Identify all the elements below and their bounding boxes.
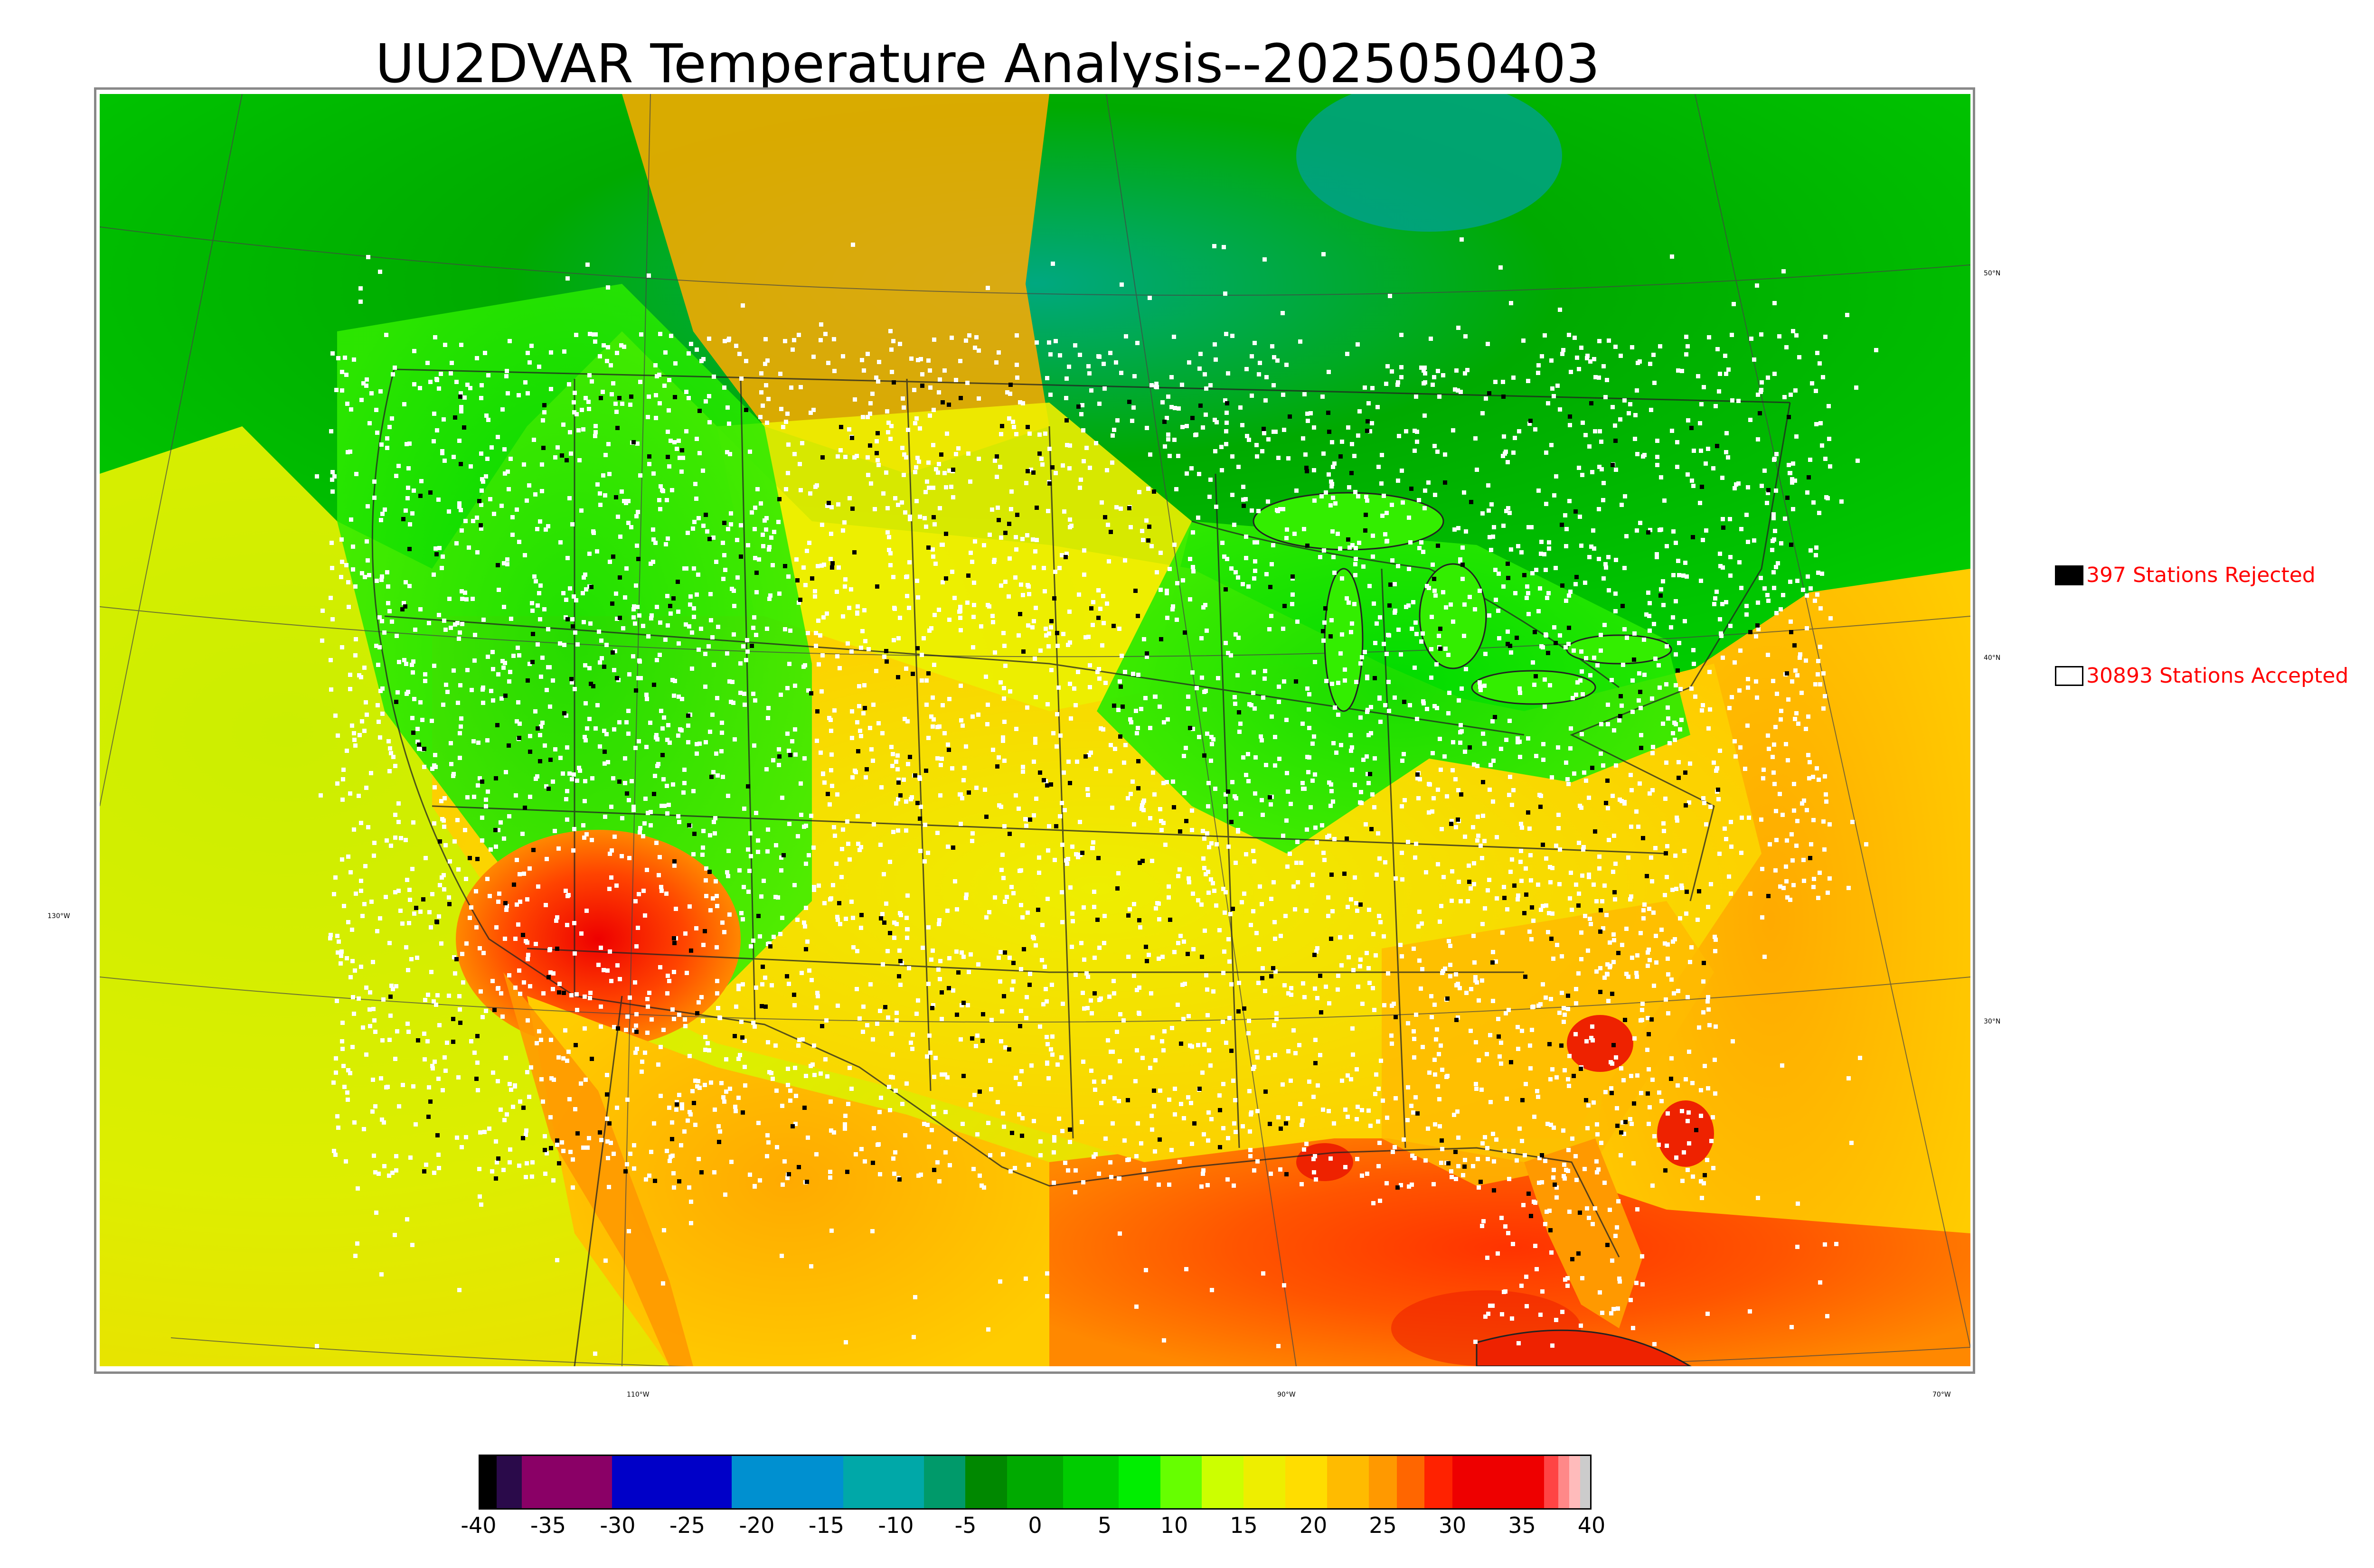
latitude-label-30n: 30°N <box>1984 1018 2001 1025</box>
colorbar-segment <box>1007 1455 1063 1510</box>
legend-rejected-label: 397 Stations Rejected <box>2086 563 2316 587</box>
latitude-label-40n: 40°N <box>1984 654 2001 662</box>
colorbar-segment <box>1202 1455 1244 1510</box>
colorbar-tick-label: -35 <box>530 1512 566 1538</box>
legend-accepted: 30893 Stations Accepted <box>2055 664 2348 688</box>
gulf-of-mexico <box>1049 1129 1970 1366</box>
colorbar-tick-label: 25 <box>1369 1512 1397 1538</box>
colorbar-segment <box>1327 1455 1369 1510</box>
colorbar-segment <box>521 1455 612 1510</box>
colorbar-tick-label: -30 <box>600 1512 636 1538</box>
legend-rejected-swatch <box>2055 565 2083 585</box>
colorbar-segment <box>1369 1455 1397 1510</box>
page-title: UU2DVAR Temperature Analysis--2025050403 <box>375 33 1600 95</box>
colorbar-segment <box>1063 1455 1119 1510</box>
colorbar-segment <box>923 1455 966 1510</box>
latitude-label-50n: 50°N <box>1984 270 2001 277</box>
colorbar-segment <box>1569 1455 1581 1510</box>
political-borders <box>371 368 1791 1366</box>
temperature-map <box>100 94 1970 1366</box>
colorbar-segment <box>497 1455 522 1510</box>
colorbar-segment <box>1452 1455 1545 1510</box>
colorbar-segment <box>1558 1455 1569 1510</box>
colorbar-segment <box>1244 1455 1286 1510</box>
colorbar-tick-label: -40 <box>461 1512 497 1538</box>
colorbar-tick-label: 5 <box>1097 1512 1112 1538</box>
colorbar-segment <box>1580 1455 1592 1510</box>
colorbar-tick-label: -5 <box>954 1512 977 1538</box>
colorbar-tick-label: 15 <box>1230 1512 1258 1538</box>
hudson-bay-cold-area <box>1296 94 1562 232</box>
cuba <box>1476 1329 1692 1366</box>
colorbar-tick-label: 0 <box>1028 1512 1042 1538</box>
longitude-label-90w: 90°W <box>1277 1391 1296 1399</box>
colorbar-tick-label: 30 <box>1438 1512 1467 1538</box>
colorbar-segment <box>1118 1455 1160 1510</box>
colorbar-tick-label: 20 <box>1299 1512 1328 1538</box>
gulf-hot-spot-2 <box>1657 1100 1714 1167</box>
prairie-warm-band <box>622 94 1049 474</box>
longitude-label-70w: 70°W <box>1932 1391 1951 1399</box>
colorbar-tick-label: -10 <box>878 1512 914 1538</box>
colorbar-tick-label: -20 <box>739 1512 775 1538</box>
colorbar-segment <box>1285 1455 1328 1510</box>
colorbar-tick-label: 40 <box>1577 1512 1606 1538</box>
colorbar-tick-label: -25 <box>669 1512 706 1538</box>
temperature-colorbar <box>479 1455 1592 1510</box>
colorbar-segment <box>732 1455 843 1510</box>
accepted-stations <box>315 237 1878 1356</box>
rejected-stations <box>388 380 1812 1261</box>
colorbar-segment <box>1160 1455 1202 1510</box>
colorbar-tick-label: 10 <box>1160 1512 1188 1538</box>
colorbar-segment <box>843 1455 924 1510</box>
colorbar-segment <box>1396 1455 1425 1510</box>
colorbar-tick-label: 35 <box>1508 1512 1536 1538</box>
longitude-label-130w: 130°W <box>47 912 70 920</box>
colorbar-tick-label: -15 <box>808 1512 845 1538</box>
baja <box>503 972 693 1366</box>
colorbar-segment <box>965 1455 1008 1510</box>
legend-rejected: 397 Stations Rejected <box>2055 563 2316 587</box>
colorbar-segment <box>1544 1455 1558 1510</box>
legend-accepted-swatch <box>2055 666 2083 686</box>
colorbar-segment <box>479 1455 497 1510</box>
colorbar-segment <box>1424 1455 1452 1510</box>
longitude-label-110w: 110°W <box>627 1391 650 1399</box>
gulf-hot-spot-1 <box>1567 1015 1633 1072</box>
legend-accepted-label: 30893 Stations Accepted <box>2086 664 2349 688</box>
midwest-green <box>1097 521 1690 854</box>
colorbar-segment <box>612 1455 732 1510</box>
